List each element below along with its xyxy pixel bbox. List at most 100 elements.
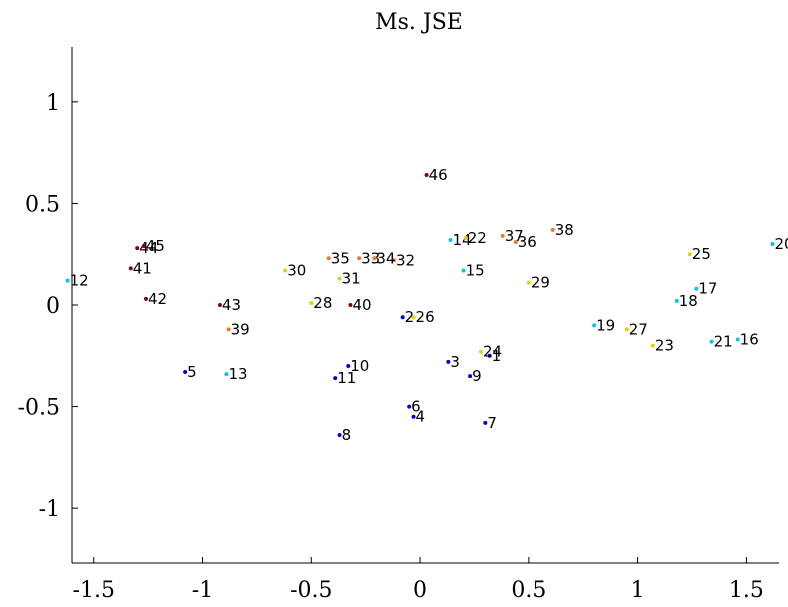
point-label: 41	[133, 259, 152, 277]
data-point: 8	[337, 426, 351, 444]
point-marker	[463, 235, 468, 240]
point-label: 21	[714, 333, 733, 351]
data-point: 46	[424, 166, 448, 184]
data-point: 38	[550, 221, 574, 239]
point-label: 37	[505, 227, 524, 245]
point-marker	[674, 298, 679, 303]
point-marker	[143, 296, 148, 301]
data-point: 3	[446, 353, 460, 371]
point-label: 24	[483, 343, 502, 361]
data-point: 7	[483, 414, 497, 432]
point-marker	[461, 268, 466, 273]
point-label: 4	[416, 408, 426, 426]
chart-title: Ms. JSE	[375, 10, 463, 35]
point-label: 35	[331, 249, 350, 267]
data-point: 1	[487, 347, 501, 365]
point-marker	[650, 343, 655, 348]
point-label: 2	[405, 308, 415, 326]
data-point: 18	[674, 292, 698, 310]
point-label: 43	[222, 296, 241, 314]
point-label: 32	[396, 251, 415, 269]
point-label: 11	[337, 369, 356, 387]
point-label: 23	[655, 337, 674, 355]
point-label: 5	[187, 363, 197, 381]
data-point: 41	[128, 259, 152, 277]
x-tick-label: -1.5	[73, 578, 115, 603]
x-tick-label: 0.5	[511, 578, 546, 603]
point-label: 12	[70, 272, 89, 290]
point-marker	[500, 233, 505, 238]
point-marker	[400, 315, 405, 320]
data-point: 2	[400, 308, 415, 326]
y-tick-label: -0.5	[18, 396, 60, 421]
point-label: 38	[555, 221, 574, 239]
point-label: 10	[350, 357, 369, 375]
point-marker	[357, 256, 362, 261]
x-tick-label: 1	[631, 578, 645, 603]
point-label: 46	[429, 166, 448, 184]
data-point: 40	[348, 296, 372, 314]
point-marker	[687, 252, 692, 257]
data-point: 35	[326, 249, 350, 267]
point-marker	[391, 258, 396, 263]
point-label: 22	[468, 229, 487, 247]
data-point: 17	[694, 280, 717, 298]
x-tick-label: -1	[192, 578, 213, 603]
data-point: 19	[592, 316, 615, 334]
point-marker	[309, 300, 314, 305]
point-marker	[446, 359, 451, 364]
point-marker	[411, 315, 416, 320]
point-marker	[487, 353, 492, 358]
point-label: 31	[342, 270, 361, 288]
data-point: 29	[526, 274, 550, 292]
point-label: 40	[352, 296, 371, 314]
point-marker	[694, 286, 699, 291]
data-point: 25	[687, 245, 711, 263]
point-label: 3	[450, 353, 460, 371]
point-marker	[337, 433, 342, 438]
point-label: 30	[287, 261, 306, 279]
data-point: 4	[411, 408, 426, 426]
point-label: 9	[472, 367, 482, 385]
point-marker	[735, 337, 740, 342]
point-marker	[513, 240, 518, 245]
point-label: 17	[698, 280, 717, 298]
point-label: 6	[411, 398, 421, 416]
data-point: 16	[735, 331, 759, 349]
point-marker	[592, 323, 597, 328]
data-point: 28	[309, 294, 332, 312]
point-label: 7	[487, 414, 497, 432]
data-point: 31	[337, 270, 361, 288]
data-point: 45	[141, 237, 165, 255]
y-tick-label: 0	[46, 294, 60, 319]
point-label: 16	[740, 331, 759, 349]
point-marker	[326, 256, 331, 261]
point-marker	[526, 280, 531, 285]
point-marker	[183, 370, 188, 375]
point-marker	[407, 404, 412, 409]
data-point: 39	[226, 320, 250, 338]
point-marker	[550, 227, 555, 232]
point-label: 44	[139, 239, 158, 257]
x-tick-label: -0.5	[290, 578, 332, 603]
point-label: 27	[629, 320, 648, 338]
data-point: 44	[135, 239, 158, 257]
point-marker	[411, 414, 416, 419]
point-marker	[226, 327, 231, 332]
point-label: 45	[146, 237, 165, 255]
point-marker	[283, 268, 288, 273]
data-point: 36	[513, 233, 537, 251]
x-tick-label: 1.5	[729, 578, 764, 603]
x-tick-label: 0	[413, 578, 427, 603]
point-label: 29	[531, 274, 550, 292]
data-point: 14	[448, 231, 472, 249]
data-point: 23	[650, 337, 674, 355]
point-label: 15	[466, 261, 485, 279]
data-point: 33	[357, 249, 380, 267]
point-label: 14	[453, 231, 472, 249]
data-point: 24	[478, 343, 502, 361]
data-point: 34	[372, 249, 395, 267]
y-tick-label: -1	[39, 497, 60, 522]
point-marker	[424, 172, 429, 177]
